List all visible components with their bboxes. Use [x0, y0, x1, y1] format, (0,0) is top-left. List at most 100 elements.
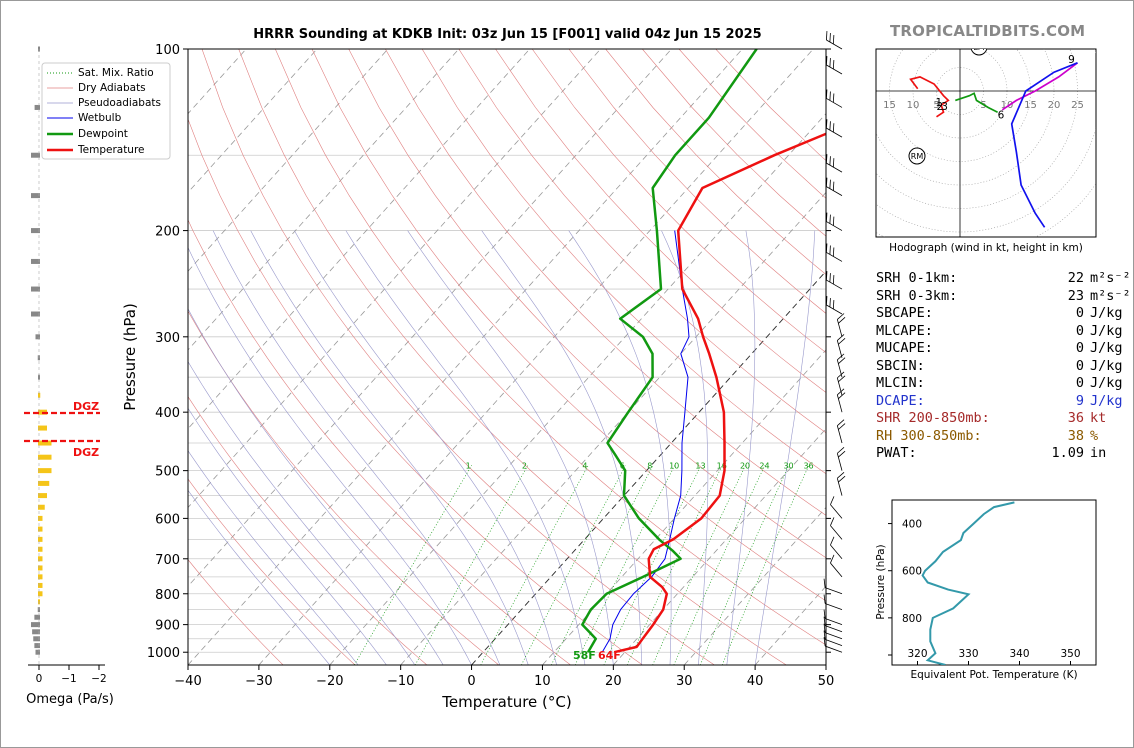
stat-value: 1.09 — [1051, 445, 1084, 461]
dry-adiabat — [188, 310, 499, 665]
pseudoadiabat — [188, 246, 472, 665]
mixing-ratio-label: 16 — [717, 462, 727, 471]
dgz-label-top: DGZ — [73, 400, 99, 413]
wind-barb — [830, 554, 843, 578]
wind-barb — [823, 630, 843, 646]
stat-label: MLCIN: — [876, 375, 925, 391]
isotherm — [188, 49, 531, 430]
hodograph-lm-marker — [970, 49, 988, 56]
mixing-ratio-label: 20 — [740, 462, 750, 471]
temperature-trace — [613, 132, 826, 654]
omega-tick-label: −2 — [91, 673, 106, 685]
chart-title: HRRR Sounding at KDKB Init: 03z Jun 15 [… — [253, 27, 762, 42]
x-tick-label: −40 — [174, 674, 201, 689]
theta-e-panel — [921, 501, 1015, 665]
wind-barb — [826, 154, 843, 173]
wind-barb — [830, 496, 843, 519]
wind-barb — [823, 594, 843, 611]
surface-temp-label: 64F — [598, 649, 621, 662]
stats-panel: SRH 0-1km: 22 m²s⁻² SRH 0-3km: 23 m²s⁻² SBCAPE… — [876, 270, 1131, 463]
stat-label: RH 300-850mb: — [876, 427, 982, 444]
skewt-background: 1 2 4 6 8 10 13 16 20 24 30 36 — [188, 49, 826, 665]
hodograph-rm-marker — [908, 147, 926, 165]
stat-unit: m²s⁻² — [1090, 270, 1131, 286]
pseudoadiabat — [754, 230, 816, 665]
dry-adiabat — [188, 219, 571, 665]
isotherm — [258, 49, 814, 665]
x-tick-label: 10 — [534, 674, 551, 689]
hodograph-ring-label: 10 — [907, 100, 920, 111]
mixing-ratio-label: 36 — [803, 462, 813, 471]
pseudoadiabat — [250, 230, 529, 665]
isotherm — [188, 49, 672, 587]
mixing-ratio-label: 8 — [647, 462, 652, 471]
stat-value: 38 — [1067, 427, 1084, 444]
stat-row: MLCIN: 0 J/kg — [876, 375, 1131, 393]
omega-bar — [34, 614, 40, 620]
mixing-ratio-label: 30 — [783, 462, 793, 471]
wind-barb — [826, 271, 843, 290]
mixing-ratio-label: 10 — [669, 462, 679, 471]
legend-entry: Wetbulb — [78, 112, 122, 124]
stat-label: MLCAPE: — [876, 322, 933, 339]
mixing-ratio-line — [550, 465, 654, 665]
stat-value: 36 — [1067, 410, 1084, 426]
x-tick-label: 30 — [676, 674, 693, 689]
wind-barb — [823, 616, 843, 633]
omega-bar — [35, 649, 40, 655]
stat-row: MLCAPE: 0 J/kg — [876, 323, 1131, 341]
stat-value: 9 — [1075, 392, 1084, 409]
stat-label: SRH 0-3km: — [876, 287, 958, 304]
wind-barb — [823, 609, 843, 625]
hodograph-ring-label: 15 — [883, 100, 896, 111]
stat-label: DCAPE: — [876, 392, 925, 409]
omega-bar — [38, 468, 52, 474]
mixing-ratio-line — [699, 465, 790, 665]
pseudoadiabat — [481, 230, 642, 665]
skewt-ticks: −40 −30 −20 −10 0 10 20 30 40 50 100 200 300 400 500 60… — [147, 43, 834, 689]
skewt-traces — [581, 49, 826, 654]
hodograph-height-label: 1 — [936, 97, 943, 109]
omega-bar — [33, 636, 40, 642]
stat-value: 0 — [1075, 375, 1084, 391]
x-tick-label: 40 — [747, 674, 764, 689]
wind-barb — [836, 313, 846, 337]
hodograph-lm-label: LM — [973, 43, 984, 52]
stat-row: MUCAPE: 0 J/kg — [876, 340, 1131, 358]
hodograph-height-label: 6 — [998, 109, 1005, 121]
mixing-ratio-label: 1 — [466, 462, 471, 471]
omega-bar — [31, 193, 40, 199]
stat-unit: J/kg — [1090, 322, 1123, 339]
legend-entry: Dry Adiabats — [78, 82, 146, 94]
pseudoadiabat — [188, 361, 416, 665]
isotherm — [188, 49, 389, 272]
wind-barb — [826, 212, 843, 231]
hodograph-ring-label: 10 — [1001, 100, 1014, 111]
wind-barb — [836, 471, 846, 496]
y-tick-label: 200 — [155, 225, 180, 240]
stat-unit: J/kg — [1090, 392, 1123, 409]
omega-bar — [38, 515, 43, 521]
dry-adiabat — [188, 559, 284, 665]
stat-row: PWAT: 1.09 in — [876, 445, 1131, 463]
omega-bar — [31, 622, 40, 628]
omega-bar — [38, 536, 43, 542]
omega-bar — [31, 258, 40, 264]
wetbulb-trace — [601, 230, 690, 653]
stat-unit: m²s⁻² — [1090, 287, 1131, 304]
dry-adiabat — [188, 396, 428, 665]
mixing-ratio-line — [673, 465, 766, 665]
omega-bar — [31, 152, 40, 158]
hodograph-height-label: 9 — [1068, 54, 1075, 66]
stat-unit: J/kg — [1090, 305, 1123, 321]
dewpoint-trace — [581, 49, 758, 653]
omega-bar — [38, 454, 52, 460]
stat-value: 22 — [1067, 270, 1084, 286]
wind-barb — [830, 536, 843, 560]
theta-e-x-tick-label: 340 — [1009, 648, 1029, 660]
theta-e-frame — [891, 499, 1097, 666]
omega-x-ticks: 0 −1 −2 — [36, 665, 107, 685]
hodograph-ring-label: 20 — [1048, 100, 1061, 111]
omega-bar — [38, 493, 47, 499]
pseudoadiabat — [212, 230, 501, 665]
